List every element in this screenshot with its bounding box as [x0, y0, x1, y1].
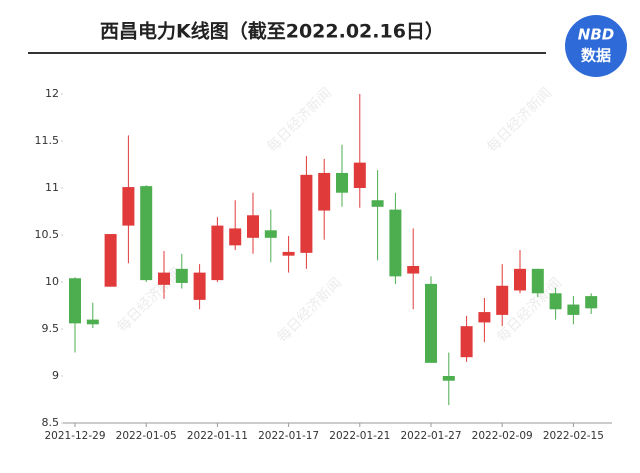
logo-badge: [565, 15, 627, 77]
x-tick-label: 2022-02-15: [543, 430, 604, 442]
candle-body: [300, 174, 313, 253]
x-tick-label: 2021-12-29: [44, 430, 105, 442]
candle-body: [336, 172, 348, 193]
candle-body: [282, 251, 295, 256]
y-tick-label: 9: [52, 369, 59, 382]
candle-body: [531, 268, 544, 294]
candle-body: [567, 304, 580, 315]
candle-body: [371, 200, 384, 207]
candle-body: [158, 272, 170, 285]
y-tick-label: 9.5: [42, 322, 60, 335]
candle-body: [86, 319, 99, 325]
candle-body: [496, 285, 509, 315]
x-tick-label: 2022-01-21: [329, 430, 390, 442]
candle-body: [247, 215, 259, 238]
y-tick-label: 11: [45, 181, 59, 194]
candle-body: [318, 172, 331, 211]
logo-bottom: 数据: [581, 47, 611, 65]
y-tick-label: 10: [45, 275, 59, 288]
x-tick-label: 2022-01-05: [116, 430, 177, 442]
candle-body: [478, 312, 491, 323]
candle-body: [549, 293, 562, 310]
x-tick-label: 2022-01-11: [187, 430, 248, 442]
x-tick-label: 2022-01-27: [400, 430, 461, 442]
y-tick-label: 11.5: [35, 134, 60, 147]
candle-body: [140, 186, 153, 281]
candle-body: [229, 228, 242, 246]
candle-body: [407, 266, 420, 274]
chart-title: 西昌电力K线图（截至2022.02.16日）: [100, 20, 444, 43]
candle-body: [442, 376, 455, 381]
candle-body: [353, 162, 366, 188]
candle-body: [193, 272, 206, 300]
y-tick-label: 10.5: [35, 228, 60, 241]
candle-body: [585, 296, 598, 309]
candle-body: [460, 326, 473, 358]
candle-body: [389, 209, 402, 277]
candle-body: [211, 225, 224, 281]
x-tick-label: 2022-02-09: [472, 430, 533, 442]
candle-body: [175, 268, 188, 283]
candle-body: [514, 268, 526, 291]
y-tick-label: 8.5: [42, 416, 60, 429]
candle-body: [69, 278, 81, 324]
candle-body: [104, 234, 117, 287]
candle-body: [122, 187, 135, 226]
x-tick-label: 2022-01-17: [258, 430, 319, 442]
y-tick-label: 12: [45, 87, 59, 100]
candle-body: [264, 230, 277, 238]
logo-top: NBD: [578, 26, 614, 44]
candle-body: [425, 283, 437, 363]
